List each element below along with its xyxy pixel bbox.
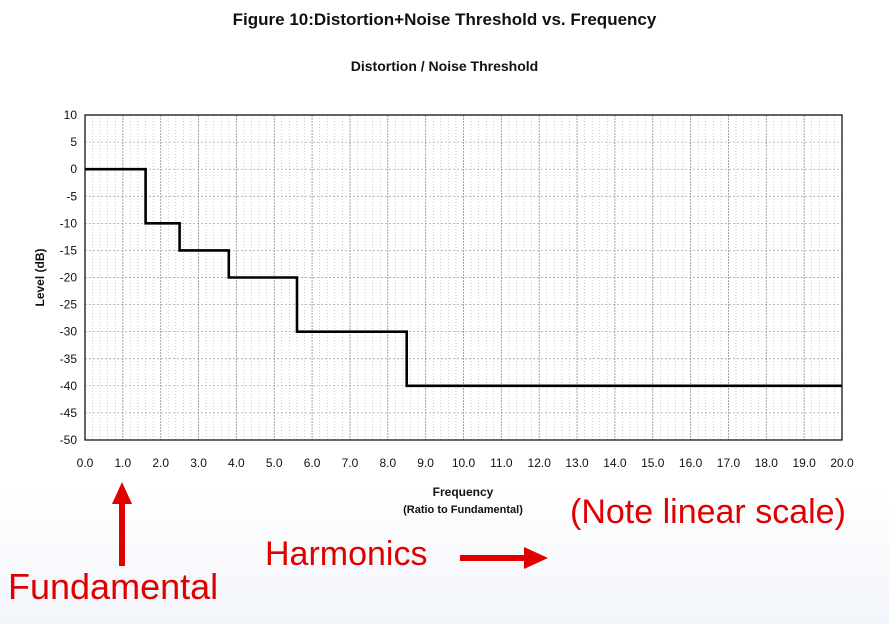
plot-frame — [84, 114, 843, 441]
y-tick-label: -25 — [60, 298, 78, 312]
x-tick-label: 7.0 — [342, 456, 359, 470]
x-tick-label: 16.0 — [679, 456, 703, 470]
harmonics-arrow — [460, 547, 548, 569]
y-tick-labels: 10 5 0 -5 -10 -15 -20 -25 -30 -35 -40 -45 -50 — [60, 108, 78, 447]
y-tick-label: -30 — [60, 325, 78, 339]
x-tick-label: 20.0 — [830, 456, 854, 470]
y-tick-label: -45 — [60, 406, 78, 420]
y-tick-label: -20 — [60, 271, 78, 285]
x-tick-label: 8.0 — [379, 456, 396, 470]
x-tick-label: 3.0 — [190, 456, 207, 470]
x-tick-label: 2.0 — [152, 456, 169, 470]
y-tick-label: -40 — [60, 379, 78, 393]
x-tick-label: 18.0 — [755, 456, 779, 470]
y-tick-label: 10 — [64, 108, 78, 122]
x-tick-label: 0.0 — [77, 456, 94, 470]
x-tick-label: 13.0 — [565, 456, 589, 470]
y-tick-label: -35 — [60, 352, 78, 366]
y-tick-label: 5 — [70, 135, 77, 149]
x-tick-label: 11.0 — [490, 456, 513, 470]
harmonics-annotation: Harmonics — [265, 535, 428, 573]
linear-scale-note: (Note linear scale) — [570, 493, 846, 531]
x-tick-label: 17.0 — [717, 456, 741, 470]
x-tick-label: 4.0 — [228, 456, 245, 470]
x-tick-label: 14.0 — [603, 456, 627, 470]
y-tick-label: -15 — [60, 243, 78, 257]
x-tick-label: 10.0 — [452, 456, 476, 470]
x-tick-label: 12.0 — [528, 456, 552, 470]
threshold-series-line — [85, 167, 842, 388]
fundamental-annotation: Fundamental — [8, 566, 219, 607]
x-axis-sublabel: (Ratio to Fundamental) — [403, 504, 523, 516]
figure-title: Figure 10:Distortion+Noise Threshold vs.… — [232, 10, 657, 29]
grid-layer — [84, 114, 843, 441]
x-tick-labels: 0.0 1.0 2.0 3.0 4.0 5.0 6.0 7.0 8.0 9.0 10.0 11.0 12… — [77, 456, 854, 470]
x-tick-label: 15.0 — [641, 456, 665, 470]
x-tick-label: 5.0 — [266, 456, 283, 470]
annotation-arrows — [112, 482, 548, 569]
x-tick-label: 19.0 — [792, 456, 816, 470]
harmonics-arrow-head — [524, 547, 548, 569]
y-tick-label: -5 — [66, 189, 77, 203]
y-axis-label: Level (dB) — [33, 248, 47, 306]
x-tick-label: 1.0 — [115, 456, 132, 470]
fundamental-arrow-head — [112, 482, 132, 504]
chart-title: Distortion / Noise Threshold — [350, 58, 539, 74]
x-tick-label: 9.0 — [417, 456, 434, 470]
y-tick-label: 0 — [70, 162, 77, 176]
y-tick-label: -50 — [60, 433, 78, 447]
x-tick-label: 6.0 — [304, 456, 321, 470]
x-axis-label: Frequency — [433, 485, 494, 499]
fundamental-arrow — [112, 482, 132, 566]
y-tick-label: -10 — [60, 216, 78, 230]
